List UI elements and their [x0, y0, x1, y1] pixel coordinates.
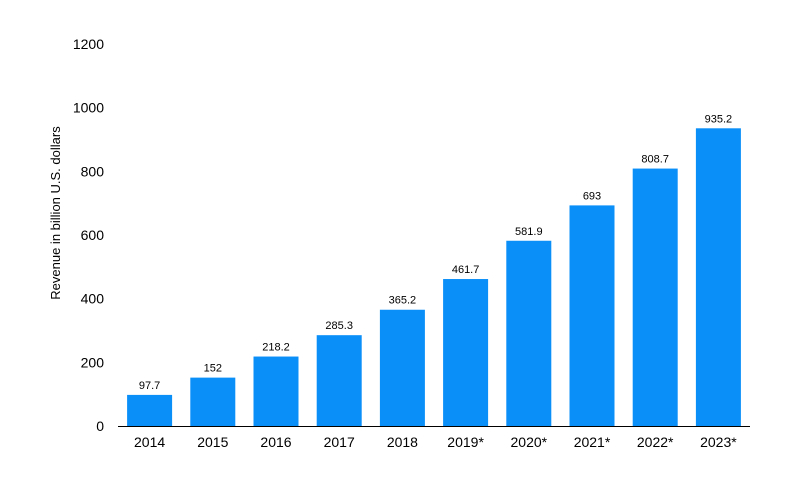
bar — [253, 356, 299, 426]
bar-value-label: 365.2 — [389, 295, 417, 307]
bar-value-label: 285.3 — [325, 320, 353, 332]
x-tick-label: 2021* — [574, 434, 611, 450]
bar — [127, 394, 173, 426]
y-tick-label: 600 — [81, 227, 105, 243]
x-tick-label: 2023* — [700, 434, 737, 450]
y-tick-label: 1200 — [73, 36, 104, 52]
x-tick-label: 2022* — [637, 434, 674, 450]
x-tick-label: 2015 — [197, 434, 228, 450]
data-labels: 97.7 152 218.2 285.3 365.2 461.7 581.9 693 808.7… — [139, 113, 732, 392]
x-tick-label: 2018 — [387, 434, 418, 450]
bar — [443, 279, 489, 426]
x-axis-ticks: 2014 2015 2016 2017 2018 2019* 2020* 2021* 2022*… — [134, 434, 737, 450]
y-axis-ticks: 0 200 400 600 800 1000 1200 — [73, 36, 104, 434]
bar-value-label: 808.7 — [641, 154, 669, 166]
bar-value-label: 581.9 — [515, 226, 543, 238]
bar — [506, 240, 552, 426]
bar-value-label: 152 — [204, 363, 222, 375]
x-tick-label: 2016 — [260, 434, 291, 450]
bar-value-label: 97.7 — [139, 380, 160, 392]
x-tick-label: 2019* — [447, 434, 484, 450]
bar-value-label: 218.2 — [262, 342, 290, 354]
bars — [127, 128, 741, 426]
y-axis-title: Revenue in billion U.S. dollars — [48, 126, 63, 300]
bar — [569, 205, 615, 426]
bar — [695, 128, 741, 426]
y-tick-label: 200 — [81, 354, 105, 370]
y-tick-label: 0 — [96, 418, 104, 434]
bar-value-label: 693 — [583, 190, 601, 202]
bar — [632, 168, 678, 426]
bar-value-label: 461.7 — [452, 264, 480, 276]
x-tick-label: 2017 — [324, 434, 355, 450]
bar — [190, 377, 236, 426]
bar-value-label: 935.2 — [705, 113, 733, 125]
x-tick-label: 2014 — [134, 434, 165, 450]
bar — [379, 309, 425, 426]
bar — [316, 335, 362, 426]
y-tick-label: 800 — [81, 163, 105, 179]
y-tick-label: 1000 — [73, 100, 104, 116]
x-tick-label: 2020* — [511, 434, 548, 450]
y-tick-label: 400 — [81, 291, 105, 307]
